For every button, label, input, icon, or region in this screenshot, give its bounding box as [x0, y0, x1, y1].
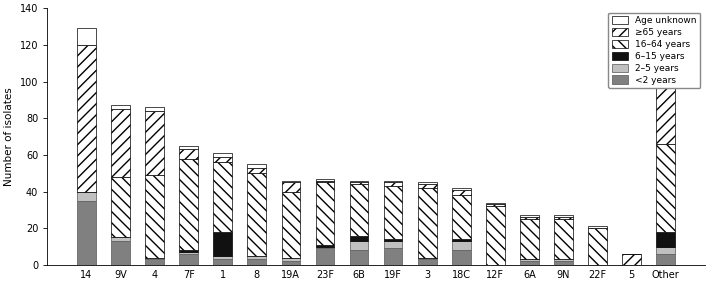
Bar	[213, 162, 232, 232]
Bar	[418, 260, 437, 265]
Bar	[145, 260, 164, 265]
Bar	[452, 188, 471, 190]
Bar	[145, 258, 164, 260]
Bar	[657, 254, 675, 265]
Bar	[657, 58, 675, 144]
Bar	[657, 43, 675, 58]
Bar	[145, 107, 164, 111]
Bar	[418, 182, 437, 184]
Y-axis label: Number of isolates: Number of isolates	[4, 87, 14, 186]
Bar	[554, 260, 573, 261]
Bar	[145, 111, 164, 175]
Bar	[588, 228, 607, 265]
Bar	[77, 28, 96, 45]
Bar	[554, 216, 573, 217]
Bar	[179, 250, 198, 252]
Bar	[350, 181, 369, 182]
Bar	[247, 168, 266, 173]
Bar	[418, 258, 437, 260]
Bar	[520, 216, 539, 217]
Bar	[350, 184, 369, 236]
Bar	[486, 206, 505, 265]
Bar	[145, 175, 164, 258]
Bar	[350, 182, 369, 184]
Bar	[384, 186, 403, 239]
Bar	[77, 45, 96, 192]
Bar	[213, 232, 232, 256]
Bar	[384, 239, 403, 241]
Bar	[213, 260, 232, 265]
Bar	[111, 237, 130, 241]
Bar	[281, 192, 300, 258]
Bar	[179, 254, 198, 265]
Bar	[350, 241, 369, 250]
Bar	[316, 181, 335, 182]
Bar	[486, 202, 505, 204]
Bar	[316, 179, 335, 181]
Bar	[316, 247, 335, 248]
Bar	[657, 232, 675, 247]
Bar	[111, 177, 130, 237]
Bar	[111, 109, 130, 177]
Bar	[384, 241, 403, 248]
Bar	[179, 252, 198, 254]
Bar	[657, 144, 675, 232]
Bar	[213, 153, 232, 157]
Bar	[452, 195, 471, 239]
Bar	[281, 258, 300, 261]
Bar	[111, 241, 130, 265]
Bar	[247, 260, 266, 265]
Bar	[622, 254, 641, 265]
Bar	[418, 184, 437, 188]
Bar	[281, 181, 300, 182]
Bar	[452, 241, 471, 250]
Bar	[384, 248, 403, 265]
Bar	[247, 164, 266, 168]
Bar	[384, 181, 403, 182]
Bar	[384, 182, 403, 186]
Bar	[520, 260, 539, 261]
Bar	[111, 105, 130, 109]
Bar	[316, 245, 335, 247]
Bar	[281, 182, 300, 192]
Bar	[418, 188, 437, 258]
Bar	[77, 192, 96, 201]
Bar	[213, 157, 232, 162]
Bar	[486, 204, 505, 206]
Bar	[213, 256, 232, 260]
Bar	[452, 250, 471, 265]
Bar	[452, 239, 471, 241]
Bar	[554, 261, 573, 265]
Bar	[554, 219, 573, 260]
Bar	[520, 261, 539, 265]
Legend: Age unknown, ≥65 years, 16–64 years, 6–15 years, 2–5 years, <2 years: Age unknown, ≥65 years, 16–64 years, 6–1…	[608, 13, 700, 88]
Bar	[247, 173, 266, 256]
Bar	[316, 248, 335, 265]
Bar	[179, 149, 198, 158]
Bar	[281, 261, 300, 265]
Bar	[77, 201, 96, 265]
Bar	[179, 158, 198, 250]
Bar	[520, 219, 539, 260]
Bar	[179, 146, 198, 149]
Bar	[554, 217, 573, 219]
Bar	[350, 236, 369, 241]
Bar	[588, 226, 607, 228]
Bar	[247, 256, 266, 260]
Bar	[316, 182, 335, 245]
Bar	[350, 250, 369, 265]
Bar	[452, 190, 471, 195]
Bar	[520, 217, 539, 219]
Bar	[657, 247, 675, 254]
